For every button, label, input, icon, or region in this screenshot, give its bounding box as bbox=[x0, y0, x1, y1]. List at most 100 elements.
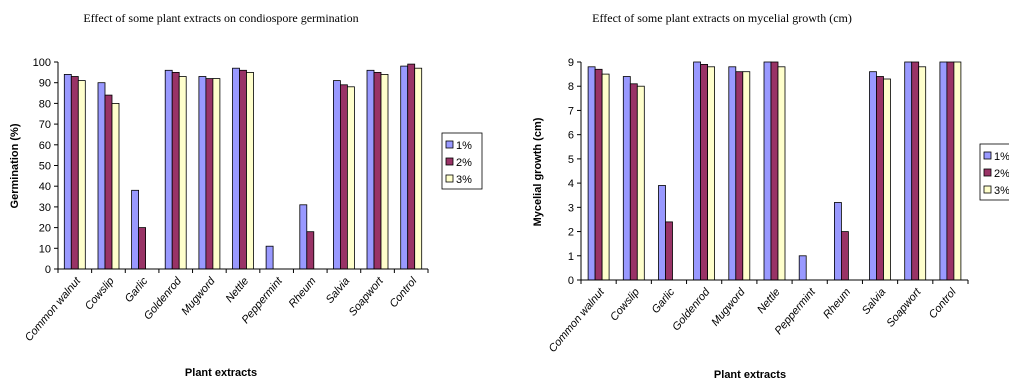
bar bbox=[911, 61, 920, 281]
bar bbox=[658, 185, 666, 281]
bar bbox=[707, 66, 715, 281]
y-tick-label: 20 bbox=[39, 223, 51, 235]
y-tick-label: 50 bbox=[39, 161, 51, 173]
bar bbox=[876, 76, 884, 281]
bar bbox=[246, 72, 254, 270]
bar bbox=[742, 71, 751, 281]
x-tick-label: Garlic bbox=[123, 275, 151, 305]
bar bbox=[265, 245, 274, 270]
bar bbox=[918, 66, 927, 281]
y-axis-label: Germination (%) bbox=[9, 123, 21, 208]
bar bbox=[946, 61, 955, 281]
bar bbox=[728, 66, 737, 281]
y-tick-label: 2 bbox=[568, 227, 574, 239]
bar bbox=[400, 65, 409, 270]
x-tick-label: Goldenrod bbox=[670, 286, 713, 334]
x-tick-label: Control bbox=[387, 275, 419, 310]
bar bbox=[594, 68, 603, 281]
bar bbox=[97, 82, 106, 270]
bar bbox=[904, 61, 913, 281]
bar bbox=[306, 231, 315, 270]
bar bbox=[346, 86, 355, 270]
germination-chart: Effect of some plant extracts on condios… bbox=[9, 11, 483, 379]
x-tick-label: Soapwort bbox=[347, 275, 387, 319]
legend-swatch bbox=[445, 157, 454, 166]
bar bbox=[198, 76, 207, 270]
x-axis-label: Plant extracts bbox=[714, 369, 786, 381]
x-tick-label: Soapwort bbox=[884, 286, 924, 330]
bar bbox=[414, 67, 423, 270]
y-tick-label: 5 bbox=[568, 154, 574, 166]
bar bbox=[212, 78, 221, 270]
y-axis-label: Mycelial growth (cm) bbox=[532, 117, 544, 226]
legend-swatch bbox=[445, 174, 454, 183]
x-axis-label: Plant extracts bbox=[185, 367, 257, 379]
legend: 1% 2% 3% bbox=[441, 132, 483, 190]
legend: 1% 2% 3% bbox=[979, 143, 1009, 201]
y-tick-label: 3 bbox=[568, 202, 574, 214]
bar bbox=[239, 69, 247, 270]
bar bbox=[869, 71, 877, 281]
y-tick-label: 6 bbox=[568, 130, 574, 142]
x-tick-label: Salvia bbox=[860, 286, 888, 317]
y-tick-label: 4 bbox=[568, 178, 574, 190]
x-tick-label: Rheum bbox=[287, 275, 319, 310]
bar bbox=[939, 61, 948, 281]
y-tick-label: 80 bbox=[39, 98, 51, 110]
bar bbox=[111, 103, 120, 270]
bar bbox=[77, 80, 86, 270]
bar bbox=[171, 72, 180, 270]
bar bbox=[587, 66, 596, 281]
y-tick-label: 90 bbox=[39, 78, 51, 90]
bar bbox=[164, 69, 173, 270]
bar bbox=[232, 67, 240, 270]
bar bbox=[770, 61, 779, 281]
chart-title: Effect of some plant extracts on mycelia… bbox=[592, 11, 852, 25]
bar bbox=[178, 76, 187, 270]
legend-label: 3% bbox=[456, 174, 472, 186]
bar bbox=[777, 66, 786, 281]
y-tick-label: 70 bbox=[39, 119, 51, 131]
x-tick-label: Control bbox=[927, 286, 959, 321]
plot-area: 0 1 2 3 4 5 6 7 8 9 Common walnut Cowslip GarlicGold… bbox=[547, 57, 969, 355]
legend-label: 2% bbox=[994, 168, 1009, 180]
x-tick-label: Mugword bbox=[709, 286, 748, 329]
bar bbox=[63, 74, 72, 270]
bar bbox=[763, 61, 772, 281]
bar bbox=[70, 76, 79, 270]
x-tick-label: Common walnut bbox=[23, 274, 84, 343]
legend-swatch bbox=[983, 168, 992, 177]
bar bbox=[373, 72, 382, 270]
y-tick-label: 8 bbox=[568, 81, 574, 93]
x-tick-label: Cowslip bbox=[83, 275, 117, 312]
bar bbox=[665, 221, 673, 281]
bar bbox=[622, 76, 631, 281]
mycelial-growth-chart: Effect of some plant extracts on mycelia… bbox=[532, 11, 1009, 381]
y-tick-label: 60 bbox=[39, 140, 51, 152]
bar bbox=[138, 227, 147, 270]
x-tick-label: Common walnut bbox=[547, 285, 608, 354]
chart-title: Effect of some plant extracts on condios… bbox=[83, 11, 358, 25]
bar bbox=[798, 255, 807, 281]
bar bbox=[834, 202, 842, 281]
bar bbox=[841, 231, 849, 281]
bar bbox=[299, 204, 308, 270]
x-tick-label: Nettle bbox=[755, 286, 783, 316]
bar bbox=[332, 80, 341, 270]
y-tick-label: 100 bbox=[33, 57, 51, 69]
x-tick-label: Garlic bbox=[650, 286, 678, 316]
y-tick-label: 7 bbox=[568, 105, 574, 117]
x-tick-label: Mugword bbox=[179, 275, 218, 318]
y-tick-label: 30 bbox=[39, 202, 51, 214]
x-tick-label: Rheum bbox=[821, 286, 853, 321]
bar bbox=[407, 63, 416, 270]
bar bbox=[339, 84, 348, 270]
legend-label: 2% bbox=[456, 157, 472, 169]
y-tick-label: 10 bbox=[39, 243, 51, 255]
bar bbox=[104, 94, 113, 270]
y-tick-label: 0 bbox=[45, 264, 51, 276]
legend-swatch bbox=[445, 140, 454, 149]
bar bbox=[953, 61, 962, 281]
